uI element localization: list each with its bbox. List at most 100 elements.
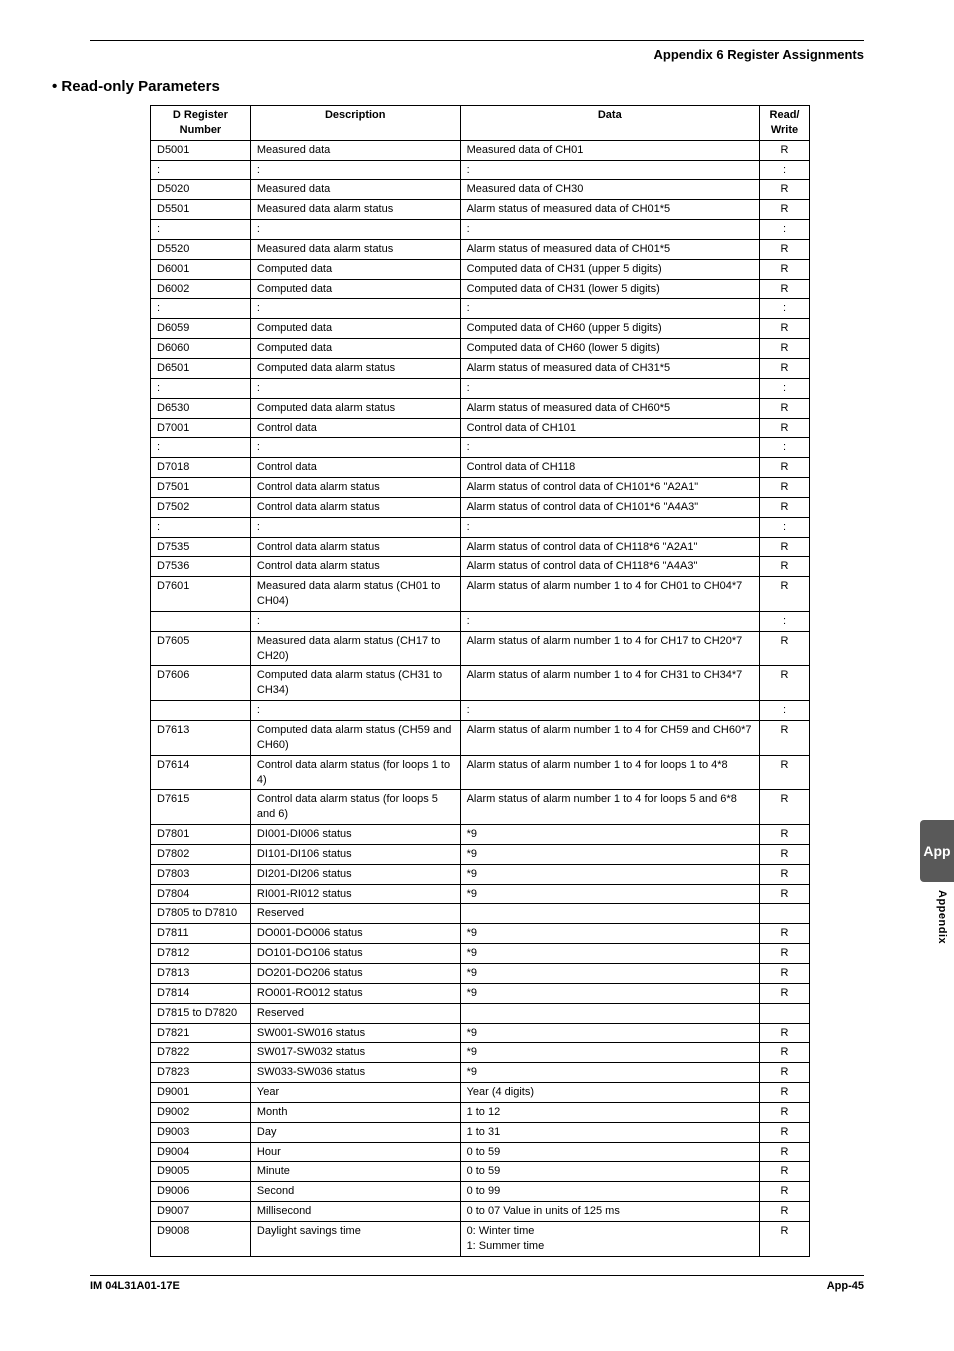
table-cell: D7605 — [151, 631, 251, 666]
table-cell: *9 — [460, 983, 759, 1003]
table-cell: Alarm status of measured data of CH60*5 — [460, 398, 759, 418]
table-cell: R — [760, 721, 810, 756]
table-cell: 0: Winter time1: Summer time — [460, 1221, 759, 1256]
table-cell: R — [760, 180, 810, 200]
table-cell: : — [460, 438, 759, 458]
table-cell: Computed data — [250, 339, 460, 359]
table-cell: Alarm status of alarm number 1 to 4 for … — [460, 755, 759, 790]
table-row: D7613Computed data alarm status (CH59 an… — [151, 721, 810, 756]
table-cell: D7804 — [151, 884, 251, 904]
table-row: :::: — [151, 438, 810, 458]
table-row: D7614Control data alarm status (for loop… — [151, 755, 810, 790]
table-cell: D7601 — [151, 577, 251, 612]
table-cell: : — [760, 517, 810, 537]
table-cell: R — [760, 963, 810, 983]
table-cell: R — [760, 884, 810, 904]
table-cell: : — [151, 160, 251, 180]
table-cell: Computed data of CH60 (upper 5 digits) — [460, 319, 759, 339]
table-cell: DO201-DO206 status — [250, 963, 460, 983]
table-cell: R — [760, 557, 810, 577]
table-row: D7501Control data alarm statusAlarm stat… — [151, 478, 810, 498]
table-cell: D5020 — [151, 180, 251, 200]
table-cell: : — [760, 220, 810, 240]
table-cell: Alarm status of alarm number 1 to 4 for … — [460, 666, 759, 701]
table-cell: Measured data alarm status — [250, 239, 460, 259]
table-cell: : — [460, 378, 759, 398]
table-row: D7804RI001-RI012 status*9R — [151, 884, 810, 904]
table-row: D9001YearYear (4 digits)R — [151, 1083, 810, 1103]
table-cell: Alarm status of control data of CH101*6 … — [460, 478, 759, 498]
table-cell: D7805 to D7810 — [151, 904, 251, 924]
table-row: :::: — [151, 378, 810, 398]
table-cell: SW033-SW036 status — [250, 1063, 460, 1083]
table-cell: R — [760, 790, 810, 825]
table-row: D7801DI001-DI006 status*9R — [151, 825, 810, 845]
table-cell: *9 — [460, 1043, 759, 1063]
table-cell: D9004 — [151, 1142, 251, 1162]
table-cell: D7536 — [151, 557, 251, 577]
table-cell: : — [250, 299, 460, 319]
table-cell: R — [760, 1221, 810, 1256]
table-cell: 0 to 07 Value in units of 125 ms — [460, 1202, 759, 1222]
table-row: D6002Computed dataComputed data of CH31 … — [151, 279, 810, 299]
table-cell: Daylight savings time — [250, 1221, 460, 1256]
table-cell: R — [760, 358, 810, 378]
table-cell: D7018 — [151, 458, 251, 478]
table-cell: Control data — [250, 418, 460, 438]
table-cell: D7614 — [151, 755, 251, 790]
table-cell: R — [760, 537, 810, 557]
table-row: D7502Control data alarm statusAlarm stat… — [151, 497, 810, 517]
table-cell: R — [760, 631, 810, 666]
table-cell: : — [250, 378, 460, 398]
th-data: Data — [460, 106, 759, 141]
table-cell: 0 to 59 — [460, 1162, 759, 1182]
table-cell: D9007 — [151, 1202, 251, 1222]
table-cell: R — [760, 666, 810, 701]
table-row: :::: — [151, 299, 810, 319]
table-row: D6530Computed data alarm statusAlarm sta… — [151, 398, 810, 418]
table-cell — [460, 1003, 759, 1023]
table-cell: D7811 — [151, 924, 251, 944]
table-cell: D7814 — [151, 983, 251, 1003]
table-cell: R — [760, 200, 810, 220]
table-row: D7535Control data alarm statusAlarm stat… — [151, 537, 810, 557]
table-row: D9006Second0 to 99R — [151, 1182, 810, 1202]
table-cell: Computed data alarm status (CH31 to CH34… — [250, 666, 460, 701]
table-row: D7803DI201-DI206 status*9R — [151, 864, 810, 884]
table-cell: RO001-RO012 status — [250, 983, 460, 1003]
table-cell: Computed data — [250, 259, 460, 279]
table-row: D7814RO001-RO012 status*9R — [151, 983, 810, 1003]
table-row: D9005Minute0 to 59R — [151, 1162, 810, 1182]
table-cell: R — [760, 398, 810, 418]
table-cell — [151, 611, 251, 631]
table-cell: Hour — [250, 1142, 460, 1162]
table-cell: R — [760, 1202, 810, 1222]
table-cell: Control data alarm status — [250, 497, 460, 517]
table-cell: R — [760, 944, 810, 964]
table-cell: R — [760, 259, 810, 279]
table-cell: D7822 — [151, 1043, 251, 1063]
table-cell: D6060 — [151, 339, 251, 359]
table-cell — [151, 701, 251, 721]
table-row: D9004Hour0 to 59R — [151, 1142, 810, 1162]
table-cell: Computed data — [250, 279, 460, 299]
table-row: D7018Control dataControl data of CH118R — [151, 458, 810, 478]
table-cell: D7501 — [151, 478, 251, 498]
table-cell: : — [760, 611, 810, 631]
table-row: D7805 to D7810Reserved — [151, 904, 810, 924]
table-cell: : — [460, 220, 759, 240]
table-cell: D9001 — [151, 1083, 251, 1103]
table-cell: DI001-DI006 status — [250, 825, 460, 845]
table-cell: Control data alarm status (for loops 1 t… — [250, 755, 460, 790]
table-cell: D6002 — [151, 279, 251, 299]
table-cell: *9 — [460, 944, 759, 964]
table-cell: : — [760, 701, 810, 721]
table-cell: : — [151, 299, 251, 319]
table-cell: R — [760, 478, 810, 498]
table-row: D5001Measured dataMeasured data of CH01R — [151, 140, 810, 160]
table-cell: 0 to 59 — [460, 1142, 759, 1162]
table-cell: : — [151, 517, 251, 537]
table-cell: : — [250, 611, 460, 631]
table-cell: 0 to 99 — [460, 1182, 759, 1202]
table-cell: Alarm status of measured data of CH01*5 — [460, 200, 759, 220]
